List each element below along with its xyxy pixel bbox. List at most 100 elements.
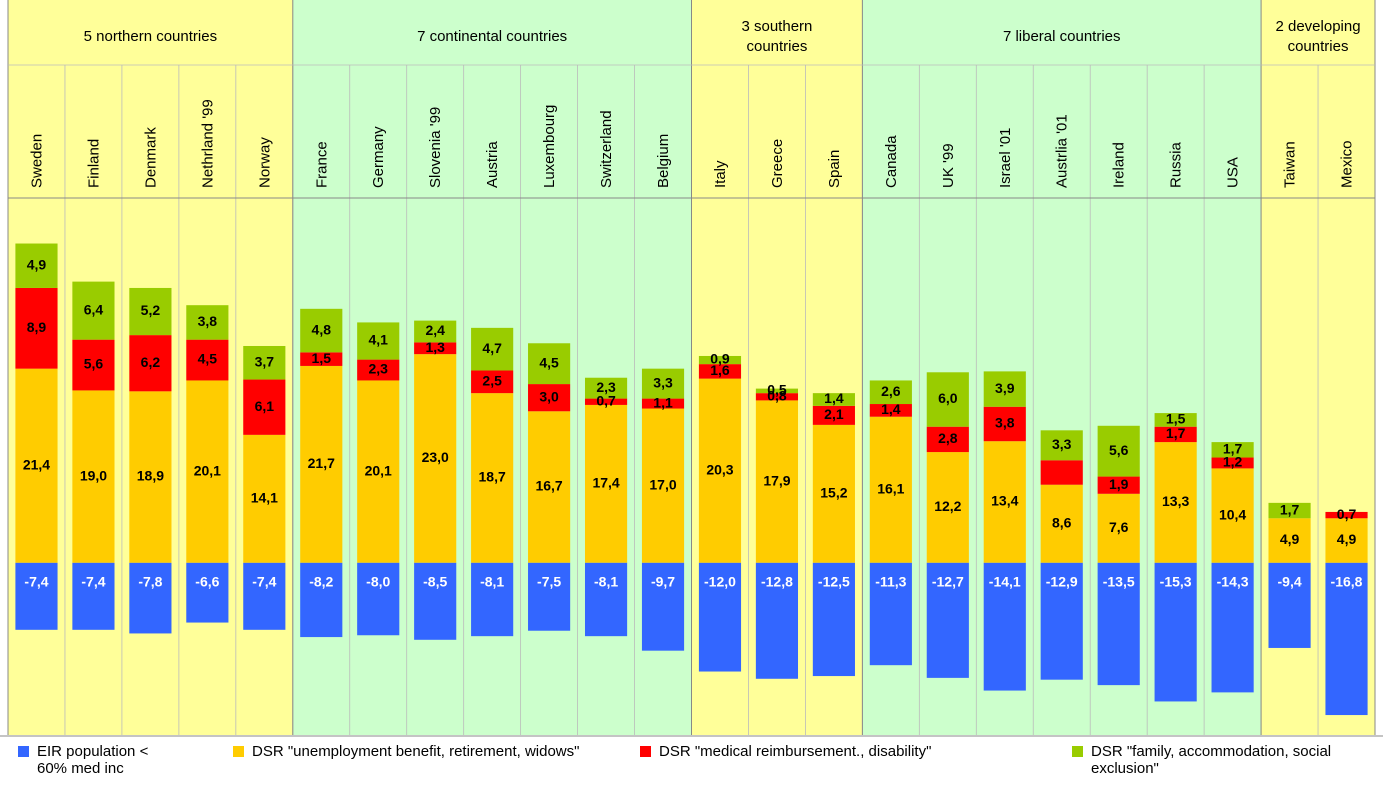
bar-segment bbox=[243, 345, 286, 380]
bar-segment bbox=[72, 281, 115, 340]
bar-segment bbox=[584, 398, 628, 405]
value-label: 3,3 bbox=[1052, 436, 1072, 452]
value-label: -6,6 bbox=[195, 573, 219, 589]
category-label: Belgium bbox=[655, 134, 672, 188]
value-label: -8,5 bbox=[423, 573, 447, 589]
value-label: 4,9 bbox=[27, 256, 47, 272]
value-label: 2,5 bbox=[482, 373, 502, 389]
value-label: -14,3 bbox=[1217, 573, 1249, 589]
bar-segment bbox=[357, 562, 400, 636]
value-label: -12,7 bbox=[932, 573, 964, 589]
value-label: 0,9 bbox=[710, 351, 730, 367]
bar-segment bbox=[1040, 460, 1083, 485]
bar-segment bbox=[471, 562, 514, 637]
value-label: 4,9 bbox=[1337, 531, 1357, 547]
value-label: 20,1 bbox=[365, 462, 392, 478]
category-label: Nethrland '99 bbox=[199, 99, 216, 188]
bar-segment bbox=[755, 393, 799, 401]
bar-segment bbox=[812, 393, 855, 406]
value-label: -12,0 bbox=[704, 573, 736, 589]
value-label: -7,4 bbox=[81, 573, 105, 589]
bar-segment bbox=[72, 339, 115, 391]
legend-label: DSR "unemployment benefit, retirement, w… bbox=[252, 743, 580, 760]
bar-segment bbox=[15, 562, 58, 630]
bar-segment bbox=[641, 408, 685, 563]
group-label: 7 continental countries bbox=[417, 27, 568, 45]
value-label: 17,0 bbox=[649, 476, 676, 492]
bar-segment bbox=[1154, 413, 1197, 427]
value-label: 5,2 bbox=[141, 302, 161, 318]
bar-segment bbox=[1097, 425, 1140, 477]
bar-segment bbox=[1211, 468, 1254, 563]
bar-segment bbox=[869, 562, 912, 666]
value-label: 4,5 bbox=[198, 351, 218, 367]
value-label: 0,7 bbox=[1337, 506, 1357, 522]
value-label: 1,5 bbox=[1166, 411, 1186, 427]
category-label: Luxembourg bbox=[541, 105, 558, 188]
value-label: -8,0 bbox=[366, 573, 390, 589]
value-label: 23,0 bbox=[422, 449, 449, 465]
bar-segment bbox=[869, 404, 912, 417]
bar-segment bbox=[926, 562, 969, 678]
value-label: 6,0 bbox=[938, 390, 958, 406]
bar-segment bbox=[1211, 562, 1254, 693]
bar-segment bbox=[584, 377, 628, 399]
value-label: 2,4 bbox=[425, 322, 445, 338]
bar-segment bbox=[1154, 562, 1197, 702]
bar-segment bbox=[1268, 518, 1311, 563]
bar-segment bbox=[1325, 511, 1368, 519]
value-label: 3,3 bbox=[653, 374, 673, 390]
bar-segment bbox=[129, 562, 172, 634]
value-label: 3,0 bbox=[539, 388, 559, 404]
bar-segment bbox=[72, 562, 115, 630]
value-label: 7,6 bbox=[1109, 519, 1129, 535]
bar-segment bbox=[186, 339, 229, 381]
legend-label: EIR population < 60% med inc bbox=[37, 743, 149, 777]
value-label: 19,0 bbox=[80, 467, 107, 483]
value-label: 1,7 bbox=[1280, 501, 1300, 517]
value-label: -12,9 bbox=[1046, 573, 1078, 589]
bar-segment bbox=[1040, 562, 1083, 680]
value-label: 0,5 bbox=[767, 382, 787, 398]
value-label: 13,3 bbox=[1162, 493, 1189, 509]
bar-segment bbox=[1154, 426, 1197, 443]
category-label: Norway bbox=[256, 137, 273, 188]
bar-segment bbox=[869, 380, 912, 405]
value-label: 1,3 bbox=[425, 339, 445, 355]
value-label: 5,6 bbox=[84, 356, 104, 372]
legend-item: EIR population < 60% med inc bbox=[18, 743, 157, 777]
legend-item: DSR "medical reimbursement., disability" bbox=[640, 743, 1079, 760]
bar-segment bbox=[471, 327, 514, 371]
bar-segment bbox=[812, 405, 855, 425]
bar-segment bbox=[698, 355, 742, 365]
bar-segment bbox=[72, 390, 115, 563]
category-label: USA bbox=[1225, 157, 1242, 188]
bar-segment bbox=[812, 562, 855, 677]
category-label: Israel '01 bbox=[997, 128, 1014, 188]
bar-segment bbox=[300, 365, 343, 563]
value-label: 1,6 bbox=[710, 362, 730, 378]
category-label: France bbox=[313, 141, 330, 188]
category-label: Russia bbox=[1168, 141, 1185, 188]
value-label: 15,2 bbox=[820, 484, 847, 500]
category-label: Slovenia '99 bbox=[427, 107, 444, 188]
bar-segment bbox=[414, 320, 457, 343]
value-label: 21,4 bbox=[23, 456, 50, 472]
value-label: 18,7 bbox=[479, 469, 506, 485]
bar-segment bbox=[698, 364, 742, 379]
category-label: Spain bbox=[826, 150, 843, 188]
category-label: Switzerland bbox=[598, 110, 615, 188]
legend-swatch bbox=[233, 746, 244, 757]
bar-segment bbox=[471, 370, 514, 394]
group-label: 2 developing countries bbox=[1275, 17, 1361, 55]
bar-segment bbox=[983, 562, 1026, 691]
value-label: 2,3 bbox=[596, 379, 616, 395]
value-label: 2,8 bbox=[938, 430, 958, 446]
legend-item: DSR "family, accommodation, social exclu… bbox=[1072, 743, 1361, 777]
bar-segment bbox=[528, 384, 571, 412]
value-label: 1,1 bbox=[653, 394, 673, 410]
value-label: 13,4 bbox=[991, 493, 1018, 509]
bar-segment bbox=[15, 287, 58, 369]
